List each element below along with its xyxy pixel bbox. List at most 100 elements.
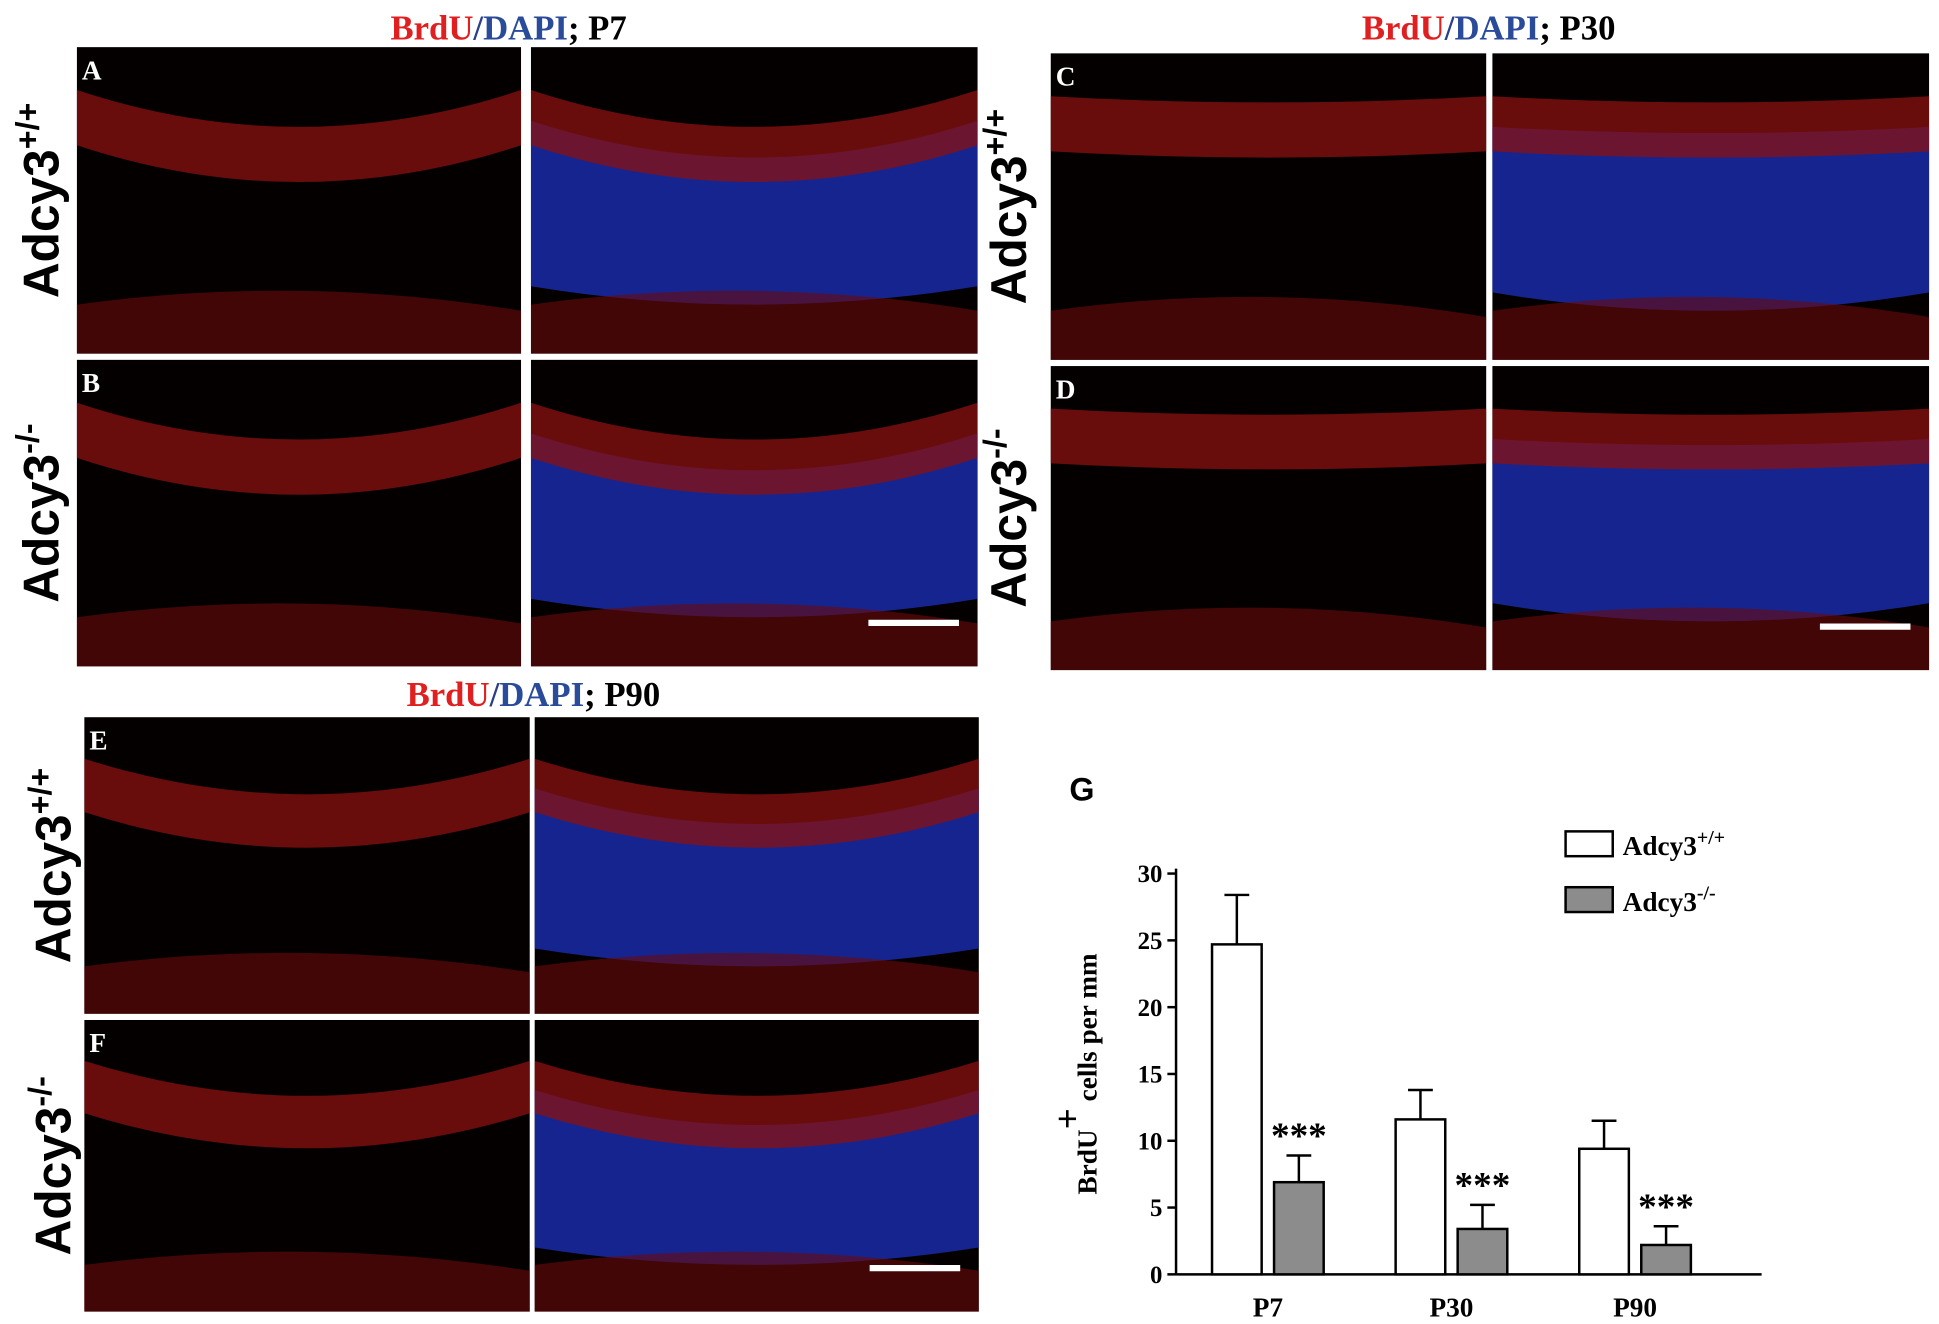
- lamina-band: [534, 1251, 979, 1312]
- lamina-band: [1492, 607, 1930, 671]
- lamina-band: [534, 952, 979, 1014]
- legend-label: Adcy3+/+: [1623, 827, 1725, 861]
- y-tick-label: 20: [1138, 995, 1163, 1022]
- genotype-sup: +/+: [22, 768, 58, 815]
- title-part: BrdU: [1362, 9, 1445, 48]
- legend-base: Adcy3: [1623, 887, 1697, 917]
- genotype-label: Adcy3+/+: [977, 109, 1037, 305]
- panel-letter: D: [1056, 374, 1076, 404]
- genotype-base: Adcy3: [981, 459, 1037, 608]
- genotype-label: Adcy3-/-: [977, 428, 1037, 607]
- epithelium-band: [84, 758, 530, 848]
- genotype-base: Adcy3: [981, 155, 1037, 304]
- epithelium-band: [1050, 96, 1487, 158]
- legend-swatch: [1564, 885, 1614, 914]
- y-tick-label: 15: [1138, 1062, 1163, 1089]
- x-tick-label: P30: [1429, 1293, 1473, 1323]
- genotype-label: Adcy3-/-: [9, 423, 69, 602]
- title-part: ; P7: [568, 9, 627, 48]
- lamina-band: [76, 290, 522, 354]
- genotype-base: Adcy3: [26, 1107, 82, 1256]
- x-tick-label: P7: [1253, 1293, 1283, 1323]
- error-bar: [1591, 1119, 1617, 1149]
- group-title: BrdU/DAPI; P7: [390, 9, 626, 48]
- legend-label: Adcy3-/-: [1623, 883, 1716, 917]
- title-part: BrdU: [407, 675, 490, 714]
- panel-letter: C: [1056, 62, 1076, 92]
- bar: [1640, 1243, 1693, 1276]
- epithelium-band: [84, 1060, 530, 1149]
- title-part: DAPI: [499, 675, 584, 714]
- epithelium-band: [534, 1060, 979, 1149]
- panel-label: G: [1069, 771, 1094, 807]
- dapi-layer: [1492, 439, 1930, 622]
- genotype-sup: +/+: [977, 109, 1013, 156]
- genotype-label: Adcy3-/-: [22, 1076, 82, 1255]
- legend-sup: +/+: [1697, 827, 1725, 849]
- bar: [1394, 1118, 1447, 1276]
- title-part: DAPI: [1454, 9, 1539, 48]
- genotype-sup: -/-: [22, 1076, 58, 1106]
- error-bar: [1408, 1088, 1433, 1120]
- epithelium-band: [76, 402, 522, 495]
- y-tick-label: 0: [1150, 1262, 1162, 1289]
- epithelium-band: [1050, 408, 1487, 470]
- title-part: /: [489, 675, 500, 714]
- epithelium-band: [1492, 408, 1930, 470]
- genotype-sup: -/-: [9, 423, 45, 453]
- y-label-base: BrdU: [1073, 1129, 1103, 1194]
- epithelium-band: [530, 90, 978, 183]
- lamina-band: [1050, 296, 1487, 360]
- legend-sup: -/-: [1697, 883, 1716, 905]
- title-part: /: [472, 9, 483, 48]
- bar: [1210, 943, 1263, 1276]
- significance: ***: [1271, 1116, 1327, 1157]
- panel-letter: E: [89, 725, 107, 755]
- genotype-base: Adcy3: [13, 149, 69, 298]
- lamina-band: [84, 1251, 530, 1312]
- bar: [1577, 1147, 1631, 1276]
- error-bar: [1224, 893, 1250, 945]
- group-title: BrdU/DAPI; P90: [407, 675, 661, 714]
- genotype-base: Adcy3: [13, 454, 69, 603]
- group-title: BrdU/DAPI; P30: [1362, 9, 1616, 48]
- epithelium-band: [76, 90, 522, 183]
- bar: [1456, 1227, 1509, 1276]
- error-bar: [1286, 1154, 1312, 1183]
- panel-letter: F: [89, 1028, 106, 1058]
- lamina-band: [530, 290, 978, 354]
- significance: ***: [1455, 1165, 1511, 1206]
- dapi-layer: [1492, 126, 1930, 311]
- x-tick-label: P90: [1613, 1293, 1657, 1323]
- y-axis-label: BrdU+ cells per mm: [1047, 953, 1102, 1195]
- title-part: BrdU: [390, 9, 473, 48]
- genotype-base: Adcy3: [26, 814, 82, 963]
- y-tick-label: 30: [1138, 861, 1163, 888]
- legend-base: Adcy3: [1623, 831, 1697, 861]
- epithelium-band: [534, 758, 979, 848]
- panel-letter: A: [82, 55, 102, 85]
- y-tick-label: 5: [1150, 1195, 1162, 1222]
- y-tick-label: 25: [1138, 928, 1163, 955]
- error-bar: [1470, 1203, 1495, 1229]
- y-label-rest: cells per mm: [1073, 953, 1103, 1108]
- genotype-sup: +/+: [9, 103, 45, 150]
- genotype-label: Adcy3+/+: [9, 103, 69, 299]
- error-bar: [1653, 1225, 1679, 1245]
- y-label-sup: +: [1047, 1108, 1088, 1129]
- title-part: ; P90: [584, 675, 660, 714]
- y-tick-label: 10: [1138, 1128, 1163, 1155]
- lamina-band: [530, 603, 978, 667]
- epithelium-band: [1492, 96, 1930, 158]
- genotype-sup: -/-: [977, 428, 1013, 458]
- lamina-band: [1050, 607, 1487, 671]
- title-part: DAPI: [483, 9, 568, 48]
- lamina-band: [1492, 296, 1930, 360]
- lamina-band: [84, 952, 530, 1014]
- title-part: /: [1444, 9, 1455, 48]
- panel-letter: B: [82, 368, 100, 398]
- title-part: ; P30: [1539, 9, 1615, 48]
- epithelium-band: [530, 402, 978, 495]
- lamina-band: [76, 603, 522, 667]
